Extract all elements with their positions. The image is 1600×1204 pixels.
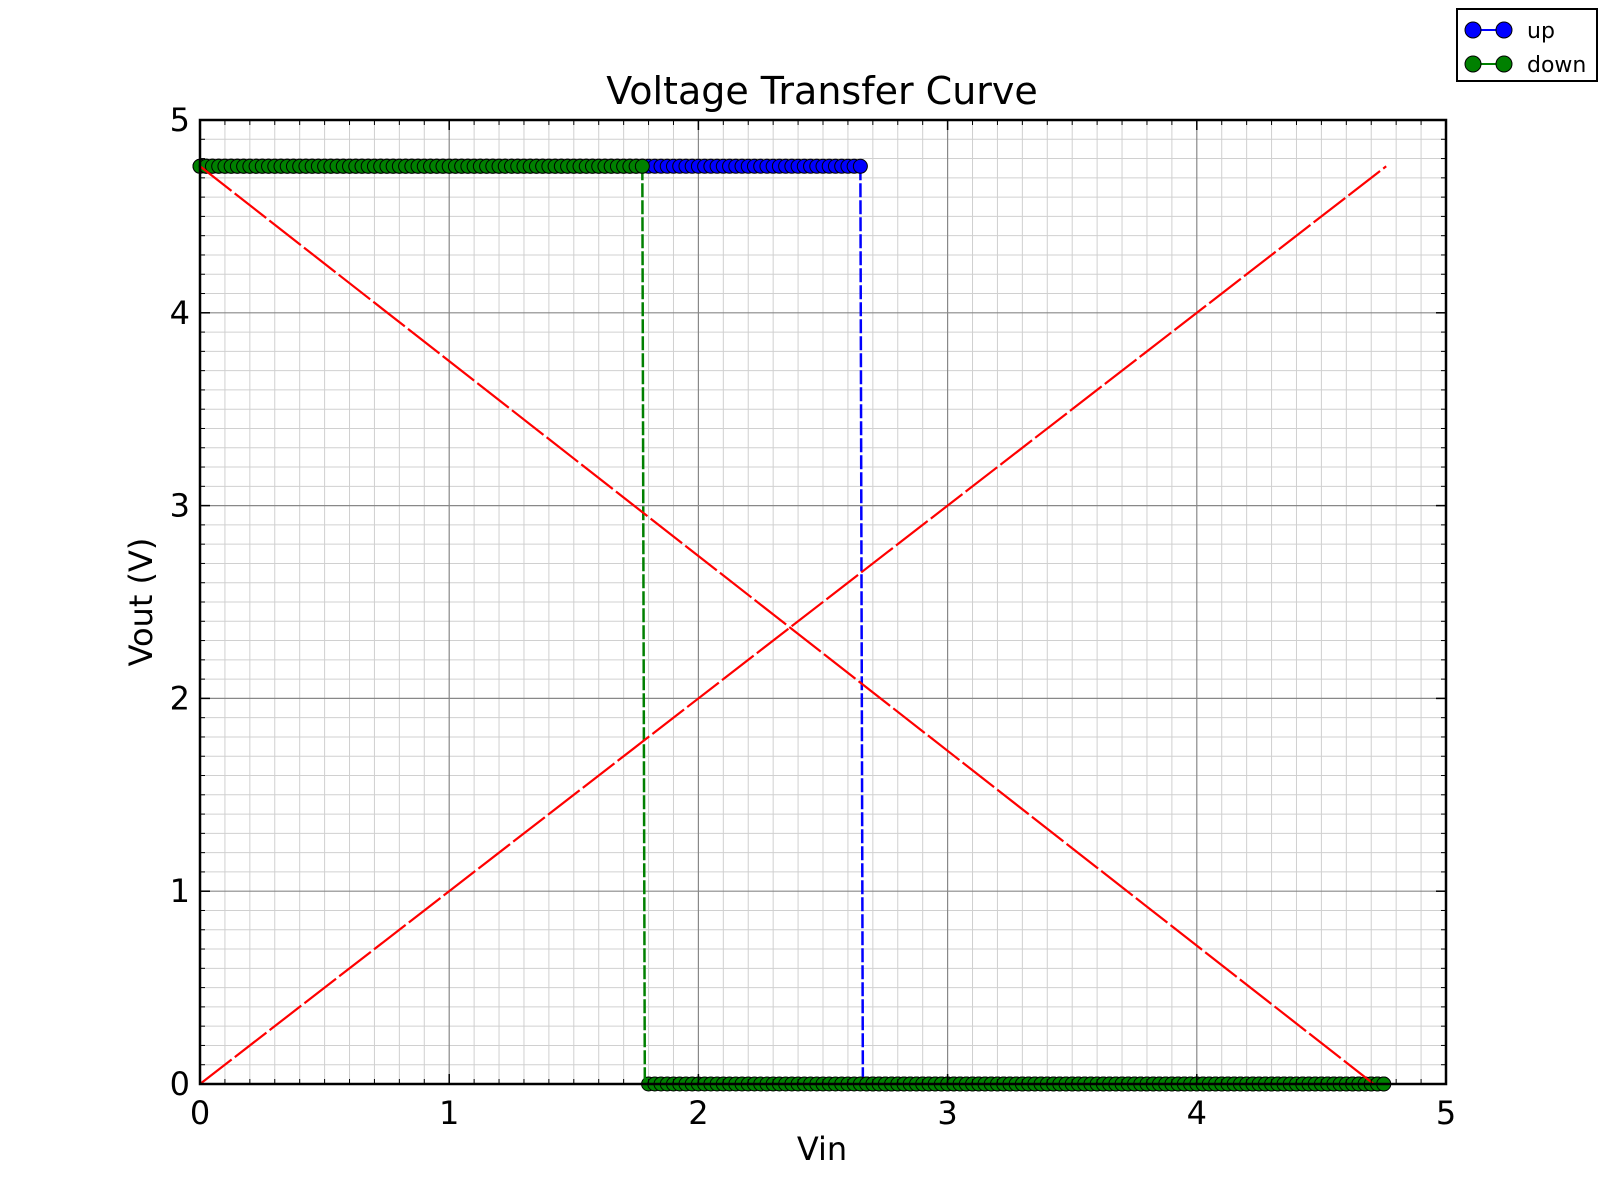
legend-label: up: [1527, 19, 1555, 44]
minor-grid: [200, 120, 1446, 1084]
legend-label: down: [1527, 53, 1586, 78]
y-tick-label: 0: [170, 1065, 190, 1103]
y-tick-label: 1: [170, 872, 190, 910]
axis-ticks: [199, 119, 1447, 1085]
series-up-point: [852, 158, 868, 174]
legend-marker: [1495, 55, 1513, 73]
y-tick-label: 4: [170, 294, 190, 332]
chart-title: Voltage Transfer Curve: [606, 69, 1038, 113]
series-down-transition: [641, 166, 647, 1085]
x-axis-label: Vin: [797, 1130, 847, 1168]
series-down-point: [634, 158, 650, 174]
legend-item-down: down: [1464, 53, 1586, 78]
y-tick-label: 2: [170, 679, 190, 717]
x-tick-labels: 0 1 2 3 4 5: [190, 1094, 1456, 1132]
series-layer: [192, 158, 1392, 1092]
legend-item-up: up: [1464, 19, 1555, 44]
reference-line-1: [199, 165, 1387, 1085]
reference-lines: [199, 165, 1387, 1085]
x-tick-label: 5: [1436, 1094, 1456, 1132]
y-axis-label: Vout (V): [122, 538, 160, 667]
x-tick-label: 2: [688, 1094, 708, 1132]
legend: up down: [1456, 8, 1598, 82]
legend-marker: [1464, 21, 1482, 39]
y-tick-label: 3: [170, 487, 190, 525]
x-tick-label: 3: [937, 1094, 957, 1132]
series-up-transition: [859, 166, 865, 1085]
x-tick-label: 0: [190, 1094, 210, 1132]
y-tick-labels: 0 1 2 3 4 5: [170, 101, 190, 1103]
legend-marker: [1495, 21, 1513, 39]
y-tick-label: 5: [170, 101, 190, 139]
x-tick-label: 4: [1187, 1094, 1207, 1132]
reference-line-2: [199, 165, 1375, 1085]
x-tick-label: 1: [439, 1094, 459, 1132]
legend-box: [1456, 8, 1598, 82]
legend-marker: [1464, 55, 1482, 73]
